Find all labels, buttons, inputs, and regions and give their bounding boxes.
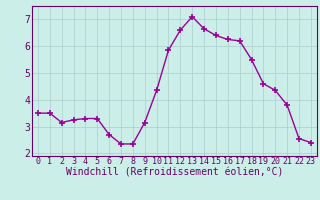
X-axis label: Windchill (Refroidissement éolien,°C): Windchill (Refroidissement éolien,°C): [66, 168, 283, 178]
